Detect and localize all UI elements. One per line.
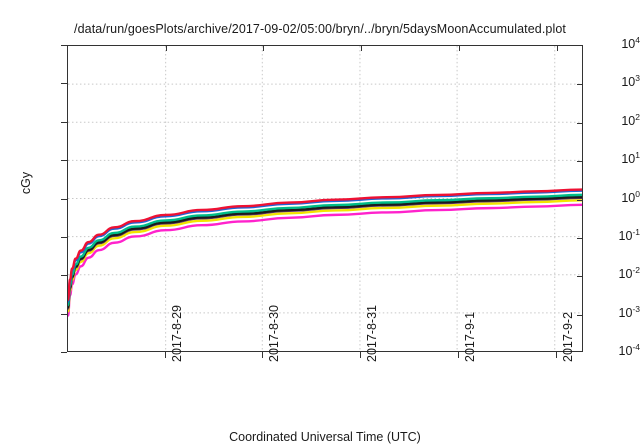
y-tick-label: 10-4 [618,341,640,358]
y-tick-mark-right [577,314,582,316]
y-tick-mark [61,198,67,200]
x-tick-mark [262,352,264,358]
y-tick-label: 10-3 [618,303,640,320]
data-curves [68,188,582,317]
x-tick-label: 2017-8-29 [170,305,185,362]
data-curve [68,188,582,302]
y-tick-mark-right [577,161,582,163]
y-tick-label: 101 [621,149,640,167]
data-curve [68,193,582,307]
plot-area [67,45,583,352]
data-curve [68,203,582,317]
y-tick-label: 100 [621,188,640,205]
y-tick-mark [61,160,67,162]
y-tick-mark-right [577,276,582,278]
x-tick-mark-top [556,46,558,51]
y-tick-label: 102 [621,111,640,128]
y-axis-label: cGy [19,171,33,195]
y-tick-label: 104 [621,34,640,51]
y-tick-mark-right [577,237,582,239]
x-tick-mark-top [361,46,363,51]
x-tick-mark [360,352,362,358]
page-title: /data/run/goesPlots/archive/2017-09-02/0… [74,22,566,36]
y-tick-mark [61,83,67,85]
y-tick-mark [61,121,67,123]
y-tick-mark [61,313,67,315]
x-tick-mark [555,352,557,358]
x-tick-mark [457,352,459,358]
y-tick-mark [61,45,67,46]
x-tick-mark-top [166,46,168,51]
y-tick-mark [61,275,67,277]
x-axis-label: Coordinated Universal Time (UTC) [229,430,421,444]
data-curve [68,199,582,313]
x-tick-mark-top [263,46,265,51]
data-curve [68,195,582,309]
y-tick-mark [61,352,67,353]
y-tick-mark-right [577,122,582,124]
x-tick-mark [165,352,167,358]
x-tick-label: 2017-9-2 [560,311,575,362]
y-tick-mark-right [577,84,582,86]
x-tick-label: 2017-9-1 [462,311,477,362]
y-tick-label: 103 [621,73,640,90]
x-tick-label: 2017-8-30 [267,305,282,362]
x-tick-mark-top [458,46,460,51]
x-tick-label: 2017-8-31 [365,305,380,362]
y-tick-label: 10-2 [618,265,640,282]
y-tick-label: 10-1 [618,226,640,243]
y-tick-mark [61,236,67,238]
y-tick-mark-right [577,199,582,201]
